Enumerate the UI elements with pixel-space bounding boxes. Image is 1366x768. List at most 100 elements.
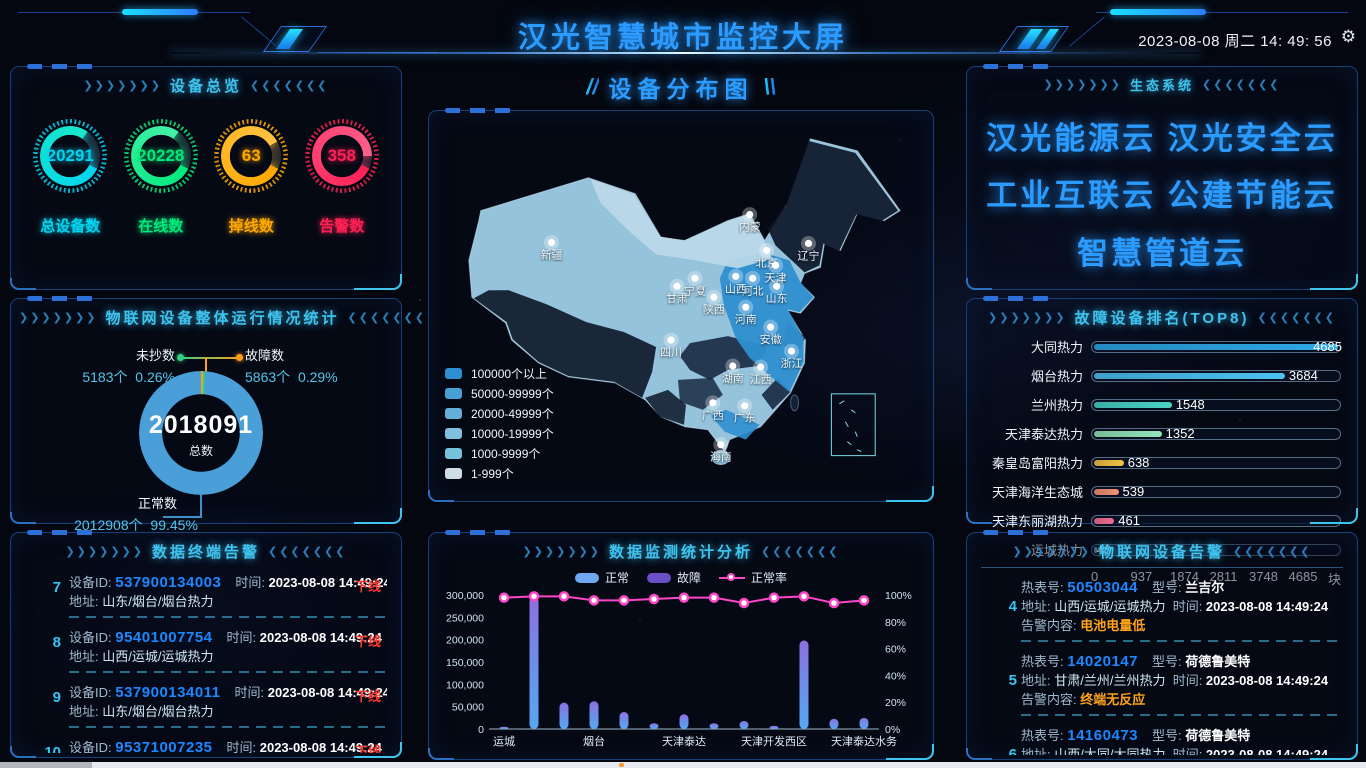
leader-line-bottom-v (200, 495, 202, 517)
corner-bracket (966, 512, 992, 524)
ranking-bar (1094, 430, 1162, 437)
gauge-arc (311, 126, 372, 186)
unread-label: 未抄数 (135, 348, 175, 363)
map-marker-山西[interactable]: 山西 (725, 268, 747, 295)
svg-text:湖南: 湖南 (722, 372, 744, 385)
ranking-value: 539 (1122, 483, 1145, 499)
panel-device-overview-title: 设备总览 (169, 78, 242, 95)
legend-label: 1-999个 (471, 466, 514, 481)
gauge-value: 20291 (46, 146, 94, 165)
ranking-bar (1094, 401, 1172, 408)
legend-label: 100000个以上 (471, 366, 548, 381)
gauge-value: 358 (327, 146, 356, 165)
svg-text:天津: 天津 (765, 271, 787, 284)
map-marker-河北[interactable]: 河北 (742, 270, 764, 297)
leader-line-vert (205, 357, 207, 373)
svg-text:60%: 60% (885, 644, 906, 656)
map-marker-广东[interactable]: 广东 (734, 398, 756, 425)
ranking-value: 4685 (1313, 338, 1342, 354)
map-marker-天津[interactable]: 天津 (765, 257, 787, 284)
gauge-value: 63 (241, 146, 261, 165)
map-marker-河南[interactable]: 河南 (735, 299, 757, 326)
arrows-left-icon: ❮❮❮❮❮❮❮ (1202, 79, 1281, 91)
gauge-arc (40, 126, 101, 186)
ranking-axis: 0 937 1874 2811 3748 4685 块 (1091, 569, 1341, 588)
ranking-bar (1094, 459, 1124, 466)
corner-bracket (10, 278, 36, 290)
datetime-display: 2023-08-08 周二 14: 49: 56 (1138, 33, 1332, 50)
donut-total-label: 总数 (188, 444, 213, 458)
svg-text:安徽: 安徽 (760, 332, 782, 346)
svg-text:山西: 山西 (725, 282, 747, 295)
panel-monitor-stats-header: ❯❯❯❯❯❯❯ 数据监测统计分析 ❮❮❮❮❮❮❮ (429, 541, 933, 569)
gauge-arc (130, 126, 191, 186)
map-marker-湖南[interactable]: 湖南 (722, 358, 744, 385)
svg-text:运城: 运城 (493, 735, 515, 748)
map-legend: 100000个以上 50000-99999个 20000-49999个 10000-1… (445, 363, 554, 483)
donut-ring (139, 371, 263, 495)
svg-text:0%: 0% (885, 724, 900, 736)
svg-text:浙江: 浙江 (781, 357, 803, 370)
svg-text:江西: 江西 (750, 373, 772, 386)
south-china-sea-inset (830, 393, 876, 457)
taskbar-orange-dot (619, 763, 624, 767)
arrows-right-icon: ❯❯❯❯❯❯❯ (522, 546, 601, 558)
ranking-value: 1548 (1175, 396, 1205, 412)
panel-fault-ranking-title: 故障设备排名(TOP8) (1074, 310, 1250, 327)
svg-text:40%: 40% (885, 670, 906, 682)
map-marker-广西[interactable]: 广西 (702, 395, 724, 422)
panel-iot-alerts: ❯❯❯❯❯❯❯ 物联网设备告警 ❮❮❮❮❮❮❮ 4 热表号: 50503044 型号: … (966, 530, 1358, 760)
legend-item: 1-999个 (445, 463, 554, 483)
panel-terminal-alerts-header: ❯❯❯❯❯❯❯ 数据终端告警 ❮❮❮❮❮❮❮ (11, 541, 401, 569)
legend-label: 正常 (604, 571, 629, 585)
map-marker-海南[interactable]: 海南 (710, 437, 732, 464)
legend-swatch (445, 467, 462, 479)
terminal-alert-list: 7 设备ID: 537900134003 时间: 2023-08-08 14:49:… (25, 567, 387, 753)
panel-china-map: 新疆 内蒙 辽宁 北京 天津 河北 山西 山东 宁夏 甘肃 陕西 河南 安徽 四川 浙江 湖南 江西 广西 广东 海南… (428, 108, 934, 502)
line-marker (588, 595, 600, 606)
taskbar-sliver[interactable] (0, 762, 1366, 768)
dashed-separator (1021, 640, 1343, 642)
corner-bracket (428, 490, 454, 502)
ranking-track: 3684 (1091, 368, 1341, 383)
arrows-left-icon: ❮❮❮❮❮❮❮ (1233, 546, 1312, 558)
legend-line-swatch (719, 572, 745, 581)
map-marker-甘肃[interactable]: 甘肃 (666, 278, 688, 305)
gear-icon[interactable]: ⚙ (1340, 27, 1356, 46)
ranking-row: 大同热力 4685 (979, 337, 1342, 356)
monitor-bar (739, 720, 749, 729)
ranking-bar (1094, 488, 1119, 495)
map-marker-辽宁[interactable]: 辽宁 (798, 236, 820, 262)
map-marker-四川[interactable]: 四川 (660, 332, 682, 359)
panel-fault-ranking-header: ❯❯❯❯❯❯❯ 故障设备排名(TOP8) ❮❮❮❮❮❮❮ (967, 307, 1357, 335)
svg-text:内蒙: 内蒙 (739, 220, 761, 234)
monitor-bar (589, 701, 599, 729)
legend-label: 10000-19999个 (471, 426, 554, 441)
line-marker (618, 595, 630, 606)
header-glow-segment-left (122, 9, 198, 15)
arrows-right-icon: ❯❯❯❯❯❯❯ (988, 312, 1067, 324)
dashed-separator (1021, 714, 1343, 716)
page-title: 汉光智慧城市监控大屏 (517, 22, 848, 54)
ranking-label: 天津海洋生态城 (991, 485, 1083, 500)
panel-iot-alerts-header: ❯❯❯❯❯❯❯ 物联网设备告警 ❮❮❮❮❮❮❮ (967, 541, 1357, 569)
gauge-label: 告警数 (319, 218, 365, 235)
panel-device-overview-header: ❯❯❯❯❯❯❯ 设备总览 ❮❮❮❮❮❮❮ (11, 75, 401, 103)
ranking-row: 天津泰达热力 1352 (979, 424, 1341, 443)
map-marker-新疆[interactable]: 新疆 (541, 235, 563, 261)
iot-alert-list: 4 热表号: 50503044 型号: 兰吉尔 地址: 山西/运城/运城热力 时间: … (981, 565, 1343, 755)
arrows-right-icon: ❯❯❯❯❯❯❯ (1012, 546, 1091, 558)
map-marker-宁夏[interactable]: 宁夏 (684, 270, 706, 297)
map-marker-浙江[interactable]: 浙江 (781, 343, 803, 370)
ranking-bar (1094, 517, 1115, 524)
panel-ecosystem-header: ❯❯❯❯❯❯❯ 生态系统 ❮❮❮❮❮❮❮ (967, 75, 1357, 103)
map-marker-山东[interactable]: 山东 (766, 278, 788, 305)
map-marker-陕西[interactable]: 陕西 (703, 289, 725, 316)
fault-value: 5863个 0.29% (245, 369, 338, 385)
map-marker-江西[interactable]: 江西 (750, 359, 772, 386)
map-marker-安徽[interactable]: 安徽 (760, 319, 782, 346)
iot-alert-row: 5 热表号: 14020147 型号: 荷德鲁美特 地址: 甘肃/兰州/兰州热力 时间… (981, 646, 1343, 720)
ranking-track: 461 (1091, 513, 1341, 528)
ranking-row: 兰州热力 1548 (979, 395, 1341, 414)
map-marker-内蒙[interactable]: 内蒙 (739, 207, 761, 234)
